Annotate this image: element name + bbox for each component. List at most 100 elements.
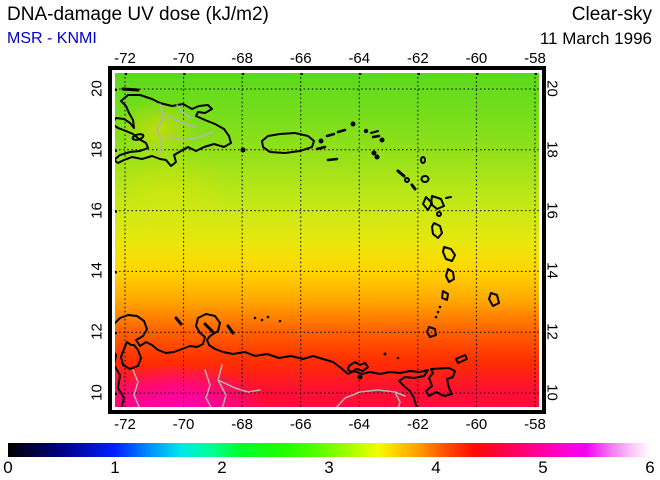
anguilla-island <box>370 130 379 134</box>
hispaniola-river-3 <box>176 104 192 119</box>
los-roques-islands <box>253 315 400 360</box>
puerto-rico-coastline <box>261 132 315 154</box>
virgin-islands <box>325 128 347 138</box>
lat-tick-label-left: 16 <box>88 201 106 219</box>
hispaniola-river-2 <box>167 131 213 141</box>
lon-tick-label-top: -70 <box>172 50 195 67</box>
guadeloupe-east <box>430 195 445 210</box>
aruba-island <box>174 316 183 326</box>
hispaniola-river-1 <box>165 114 197 128</box>
anegada-island <box>350 121 356 127</box>
colombia-coastline <box>115 352 125 407</box>
colorbar-tick-label: 6 <box>645 458 655 477</box>
vieques-island <box>315 145 327 151</box>
south-america-coastline <box>115 313 429 407</box>
lat-tick-label-right: 12 <box>543 323 561 341</box>
haiti-dr-border <box>156 103 164 153</box>
lon-tick-label-top: -68 <box>231 50 253 67</box>
lat-tick-label-right: 18 <box>543 140 561 158</box>
culebra-island <box>318 138 324 144</box>
st-vincent-island <box>441 290 449 301</box>
lat-tick-label-left: 14 <box>88 262 106 280</box>
tortue-island <box>121 87 140 92</box>
page-title: DNA-damage UV dose (kJ/m2) <box>7 4 269 25</box>
south-america-river-4 <box>217 379 261 393</box>
barbuda-island <box>420 156 426 164</box>
lon-tick-label-bottom: -62 <box>407 416 429 433</box>
colorbar-tick-label: 3 <box>324 458 334 477</box>
lat-tick-label-right: 10 <box>543 384 561 401</box>
south-america-river-2 <box>204 369 212 407</box>
lon-tick-label-top: -64 <box>348 50 371 67</box>
dominica-island <box>431 222 443 239</box>
saba-island <box>371 150 377 156</box>
lesser-antilles-islands <box>174 121 500 380</box>
lon-tick-label-bottom: -66 <box>289 416 312 433</box>
st-kitts-island <box>396 169 406 178</box>
lon-tick-label-top: -58 <box>524 50 546 67</box>
antigua-island <box>420 175 430 183</box>
colorbar-tick-label: 1 <box>110 458 120 477</box>
map-canvas <box>115 73 539 407</box>
st-barth-island <box>379 137 385 143</box>
grenada-island <box>426 326 437 338</box>
grenadines-islands <box>434 305 442 319</box>
lat-tick-label-right: 20 <box>543 80 561 97</box>
lat-tick-label-right: 16 <box>543 201 561 219</box>
lon-tick-label-bottom: -70 <box>172 416 195 433</box>
grid-lines <box>115 73 539 407</box>
lon-tick-label-top: -72 <box>114 50 136 67</box>
sky-condition-label: Clear-sky <box>571 4 652 25</box>
curacao-island <box>203 322 215 334</box>
lake-maracaibo <box>120 341 142 370</box>
colorbar-tick-label: 0 <box>3 458 13 477</box>
data-source-label: MSR - KNMI <box>7 30 97 47</box>
colorbar-tick-label: 5 <box>538 458 548 477</box>
map-overlay-svg <box>115 73 539 407</box>
guadeloupe-west <box>422 196 433 211</box>
st-croix-island <box>326 157 339 162</box>
gonave-island <box>131 133 145 141</box>
hispaniola-coastline <box>115 94 232 167</box>
st-martin-island <box>371 134 381 139</box>
lat-tick-label-right: 14 <box>543 262 561 280</box>
date-label: 11 March 1996 <box>539 29 652 48</box>
lon-tick-label-bottom: -72 <box>114 416 136 433</box>
south-america-river-3 <box>217 364 227 407</box>
lon-tick-label-top: -62 <box>407 50 429 67</box>
lon-tick-label-bottom: -68 <box>231 416 253 433</box>
borders-and-rivers <box>132 103 406 407</box>
coastlines <box>115 87 468 407</box>
lat-tick-label-left: 10 <box>88 384 106 401</box>
coche-island <box>357 374 363 380</box>
barbados-island <box>488 292 500 307</box>
marie-galante-island <box>436 211 442 217</box>
south-america-river-1 <box>132 369 140 407</box>
st-eustatius-island <box>374 154 380 160</box>
map-frame <box>108 66 546 414</box>
st-lucia-island <box>445 268 455 283</box>
orinoco-river <box>335 389 406 407</box>
tobago-island <box>455 354 468 364</box>
colorbar-tick-label: 4 <box>431 458 441 477</box>
lon-tick-label-bottom: -60 <box>465 416 488 433</box>
lat-tick-label-left: 18 <box>88 140 106 158</box>
lat-tick-label-left: 20 <box>88 80 106 97</box>
montserrat-island <box>410 183 417 191</box>
colorbar <box>8 443 650 457</box>
colorbar-tick-label: 2 <box>217 458 227 477</box>
lon-tick-label-top: -66 <box>289 50 312 67</box>
mona-island <box>240 147 246 153</box>
nevis-island <box>404 177 410 183</box>
desirade-island <box>445 196 452 199</box>
lon-tick-label-bottom: -64 <box>348 416 371 433</box>
bonaire-island <box>226 324 235 335</box>
trinidad-coastline <box>425 367 456 397</box>
lat-tick-label-left: 12 <box>88 323 106 341</box>
margarita-island <box>347 361 369 373</box>
orinoco-branch <box>394 391 401 407</box>
lon-tick-label-bottom: -58 <box>524 416 546 433</box>
lon-tick-label-top: -60 <box>465 50 488 67</box>
sombrero-island <box>363 128 369 134</box>
